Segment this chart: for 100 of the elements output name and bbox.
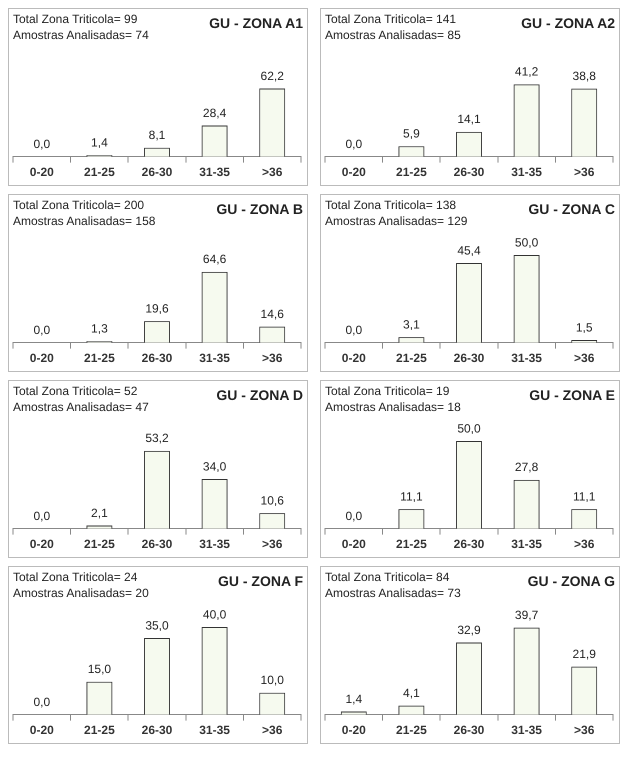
- data-label: 27,8: [514, 460, 539, 474]
- x-tick-label: >36: [574, 351, 595, 366]
- text: Total Zona Triticola= 84: [325, 569, 450, 585]
- data-label: 4,1: [403, 686, 420, 700]
- data-label: 39,7: [514, 608, 539, 622]
- x-tick-label: 31-35: [199, 165, 230, 180]
- data-label: 0,0: [33, 322, 50, 337]
- x-tick-label: >36: [262, 723, 283, 738]
- data-label: 8,1: [148, 128, 166, 142]
- x-tick-label: 21-25: [84, 537, 116, 552]
- text: Amostras Analisadas= 85: [325, 27, 461, 43]
- x-tick-label: >36: [574, 165, 595, 180]
- data-label: 41,2: [514, 64, 539, 79]
- x-tick-label: 26-30: [142, 723, 173, 738]
- data-label: 14,1: [457, 112, 481, 126]
- x-tick-label: 0-20: [30, 351, 54, 366]
- chart-title: GU - ZONA F: [218, 572, 303, 591]
- data-label: 62,2: [260, 68, 284, 83]
- data-label: 0,0: [33, 508, 50, 523]
- x-tick-label: >36: [574, 537, 595, 552]
- text: Amostras Analisadas= 73: [325, 585, 461, 601]
- data-label: 11,1: [572, 489, 596, 504]
- text: Total Zona Triticola= 200: [13, 197, 146, 213]
- text: Amostras Analisadas= 129: [325, 213, 468, 229]
- data-label: 11,1: [400, 489, 423, 504]
- x-tick-label: >36: [262, 537, 283, 552]
- data-label: 28,4: [202, 106, 227, 120]
- data-label: 0,0: [345, 322, 362, 337]
- data-label: 53,2: [145, 431, 169, 446]
- data-label: 3,1: [403, 317, 420, 332]
- text: Amostras Analisadas= 158: [13, 213, 156, 229]
- data-label: 35,0: [145, 618, 169, 632]
- x-tick-label: 0-20: [342, 351, 366, 366]
- chart-title: GU - ZONA E: [529, 386, 615, 405]
- x-tick-label: 26-30: [454, 537, 485, 552]
- x-tick-label: 26-30: [454, 351, 485, 366]
- x-tick-label: >36: [574, 723, 595, 738]
- data-label: 40,0: [202, 607, 227, 622]
- x-tick-label: 26-30: [454, 723, 485, 738]
- data-label: 32,9: [457, 622, 481, 637]
- chart-title: GU - ZONA A2: [521, 14, 615, 33]
- x-tick-label: 26-30: [454, 165, 485, 180]
- data-label: 14,6: [260, 306, 284, 321]
- chart-title: GU - ZONA B: [216, 200, 303, 219]
- x-tick-label: 31-35: [511, 537, 542, 552]
- x-tick-label: 26-30: [142, 351, 173, 366]
- text: Total Zona Triticola= 52: [13, 383, 138, 399]
- x-tick-label: 26-30: [142, 537, 173, 552]
- data-label: 5,9: [403, 126, 420, 141]
- x-tick-label: >36: [262, 351, 283, 366]
- data-label: 45,4: [457, 243, 481, 258]
- data-label: 2,1: [91, 506, 108, 520]
- text: Amostras Analisadas= 47: [13, 399, 149, 415]
- data-label: 0,0: [33, 136, 50, 151]
- x-tick-label: 21-25: [84, 723, 116, 738]
- x-tick-label: 31-35: [199, 537, 230, 552]
- text: Total Zona Triticola= 24: [13, 569, 138, 585]
- x-tick-label: 21-25: [84, 165, 116, 180]
- text: Total Zona Triticola= 99: [13, 11, 138, 27]
- x-tick-label: 21-25: [396, 537, 428, 552]
- data-label: 50,0: [514, 235, 539, 250]
- data-label: 38,8: [572, 68, 596, 83]
- data-label: 19,6: [145, 301, 169, 316]
- x-tick-label: 0-20: [30, 723, 54, 738]
- data-label: 64,6: [202, 252, 227, 266]
- data-label: 50,0: [457, 421, 481, 436]
- chart-title: GU - ZONA C: [528, 200, 615, 219]
- data-label: 21,9: [572, 646, 596, 661]
- data-label: 10,6: [260, 493, 284, 508]
- x-tick-label: 31-35: [199, 723, 230, 738]
- x-tick-label: 31-35: [199, 351, 230, 366]
- x-tick-label: 0-20: [342, 537, 366, 552]
- x-tick-label: >36: [262, 165, 283, 180]
- x-tick-label: 0-20: [342, 165, 366, 180]
- data-label: 0,0: [345, 136, 362, 151]
- x-tick-label: 31-35: [511, 723, 542, 738]
- data-label: 34,0: [202, 459, 227, 474]
- x-tick-label: 31-35: [511, 165, 542, 180]
- data-label: 1,5: [576, 320, 593, 334]
- x-tick-label: 21-25: [84, 351, 116, 366]
- x-tick-label: 26-30: [142, 165, 173, 180]
- chart-title: GU - ZONA D: [216, 386, 303, 405]
- chart-title: GU - ZONA G: [528, 572, 615, 591]
- text: Amostras Analisadas= 20: [13, 585, 149, 601]
- chart-title: GU - ZONA A1: [209, 14, 303, 33]
- x-tick-label: 0-20: [30, 537, 54, 552]
- data-label: 0,0: [33, 694, 50, 709]
- data-label: 15,0: [88, 662, 112, 676]
- text: Total Zona Triticola= 141: [325, 11, 458, 27]
- x-tick-label: 31-35: [511, 351, 542, 366]
- x-tick-label: 0-20: [342, 723, 366, 738]
- data-label: 1,4: [345, 692, 362, 706]
- x-tick-label: 0-20: [30, 165, 54, 180]
- x-tick-label: 21-25: [396, 165, 428, 180]
- x-tick-label: 21-25: [396, 723, 428, 738]
- text: Total Zona Triticola= 138: [325, 197, 458, 213]
- text: Amostras Analisadas= 74: [13, 27, 149, 43]
- data-label: 1,3: [91, 321, 108, 336]
- data-label: 10,0: [260, 673, 284, 688]
- text: Amostras Analisadas= 18: [325, 399, 461, 415]
